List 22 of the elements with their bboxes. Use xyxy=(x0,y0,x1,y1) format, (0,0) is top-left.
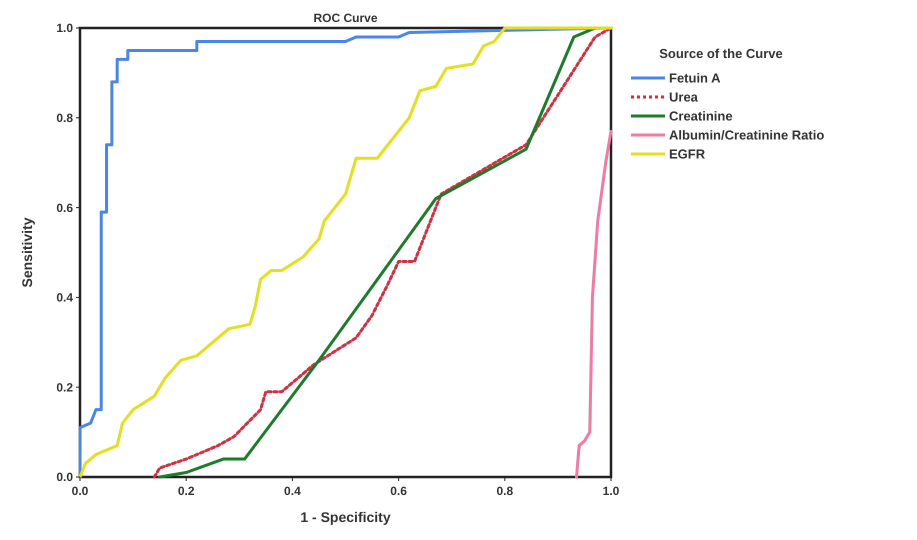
x-axis-title: 1 - Specificity xyxy=(300,509,391,525)
y-axis-title: Sensitivity xyxy=(19,217,35,288)
x-tick-label: 0.6 xyxy=(390,484,408,498)
x-tick-label: 0.4 xyxy=(284,484,302,498)
legend-label: Urea xyxy=(669,90,699,105)
legend-label: Albumin/Creatinine Ratio xyxy=(669,128,824,143)
y-tick-label: 0.0 xyxy=(56,470,74,484)
x-tick-label: 0.8 xyxy=(496,484,514,498)
legend-label: Fetuin A xyxy=(669,70,722,86)
legend-title: Source of the Curve xyxy=(659,46,783,61)
legend-label: EGFR xyxy=(669,146,706,162)
x-tick-label: 0.2 xyxy=(178,484,195,498)
line-series xyxy=(574,130,612,478)
y-tick-label: 0.8 xyxy=(56,111,74,125)
y-tick-label: 0.6 xyxy=(56,200,74,215)
y-tick-label: 0.2 xyxy=(56,380,74,394)
y-tick-label: 0.4 xyxy=(56,290,74,305)
legend-label: Creatinine xyxy=(669,108,733,124)
x-tick-label: 0.0 xyxy=(72,484,89,498)
y-tick-label: 1.0 xyxy=(56,21,74,36)
x-tick-label: 1.0 xyxy=(602,484,620,498)
chart-title: ROC Curve xyxy=(313,11,378,25)
